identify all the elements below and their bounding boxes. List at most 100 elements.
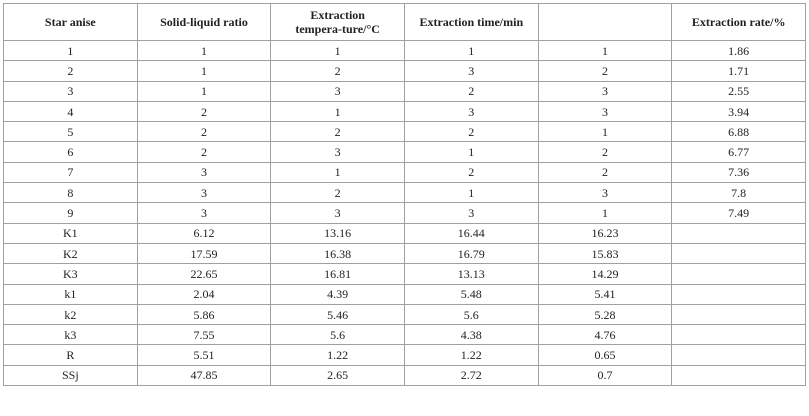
table-cell: 3	[537, 80, 673, 102]
table-cell	[671, 263, 806, 285]
header-cell: Extraction rate/%	[671, 3, 806, 41]
table-row: k2 5.86 5.46 5.6 5.28	[3, 303, 806, 326]
table-cell: 2	[270, 121, 405, 143]
table-cell: 1	[403, 182, 539, 204]
table-cell: 2	[403, 80, 539, 102]
table-cell: 5.28	[537, 303, 673, 326]
table-cell: 15.83	[537, 242, 673, 265]
table-cell: 8	[3, 182, 138, 204]
table-cell	[671, 222, 806, 244]
table-cell: 13.16	[270, 222, 405, 244]
table-cell: 2	[537, 60, 673, 82]
table-cell: 3	[136, 161, 272, 184]
table-row: SSj 47.85 2.65 2.72 0.7	[3, 364, 806, 387]
table-row: 1 1 1 1 1 1.86	[3, 39, 806, 62]
table-cell: 1.86	[671, 39, 806, 62]
header-cell: Star anise	[3, 3, 138, 41]
table-cell: 22.65	[136, 263, 272, 285]
table-cell: 4.76	[537, 324, 673, 346]
table-cell: 2	[136, 121, 272, 143]
table-cell: 5.6	[403, 303, 539, 326]
table-cell: 0.65	[537, 344, 673, 366]
table-cell: 5.41	[537, 283, 673, 305]
table-cell: 4.39	[270, 283, 405, 305]
table-cell: 5.46	[270, 303, 405, 326]
table-cell: 3	[537, 182, 673, 204]
table-cell: K3	[3, 263, 138, 285]
table-cell: 1	[270, 100, 405, 123]
table-cell: 2.55	[671, 80, 806, 102]
table-row: 3 1 3 2 3 2.55	[3, 80, 806, 102]
table-cell: 16.23	[537, 222, 673, 244]
table-cell: 2	[270, 60, 405, 82]
table-cell: 7.55	[136, 324, 272, 346]
header-cell	[537, 3, 673, 41]
table-cell: 16.44	[403, 222, 539, 244]
table-cell	[671, 324, 806, 346]
table-cell: 3	[270, 141, 405, 163]
table-cell: 4.38	[403, 324, 539, 346]
table-cell: 14.29	[537, 263, 673, 285]
table-cell: 3	[3, 80, 138, 102]
table-cell: 2	[136, 141, 272, 163]
table-cell: 47.85	[136, 364, 272, 387]
table-cell: 1.71	[671, 60, 806, 82]
table-cell: 7.36	[671, 161, 806, 184]
table-cell: 6.77	[671, 141, 806, 163]
table-cell: 1	[537, 39, 673, 62]
table-cell: 1	[270, 161, 405, 184]
table-cell	[671, 242, 806, 265]
table-cell: 3	[136, 182, 272, 204]
table-cell: 3	[136, 202, 272, 224]
table-cell: 1	[270, 39, 405, 62]
table-cell: 5.48	[403, 283, 539, 305]
data-table: Star anise Solid-liquid ratio Extraction t…	[3, 3, 806, 387]
table-cell: 13.13	[403, 263, 539, 285]
table-cell: 2.65	[270, 364, 405, 387]
table-cell: 1	[136, 39, 272, 62]
table-cell: 5.51	[136, 344, 272, 366]
table-row: K1 6.12 13.16 16.44 16.23	[3, 222, 806, 244]
table-row: K3 22.65 16.81 13.13 14.29	[3, 263, 806, 285]
table-row: 2 1 2 3 2 1.71	[3, 60, 806, 82]
table-cell: 16.38	[270, 242, 405, 265]
table-cell: 4	[3, 100, 138, 123]
table-cell: 2	[403, 161, 539, 184]
table-row: K2 17.59 16.38 16.79 15.83	[3, 242, 806, 265]
table-cell: 1	[537, 121, 673, 143]
table-row: 4 2 1 3 3 3.94	[3, 100, 806, 123]
table-cell: 9	[3, 202, 138, 224]
table-cell: 3	[270, 202, 405, 224]
header-cell: Extraction time/min	[403, 3, 539, 41]
header-cell: Solid-liquid ratio	[136, 3, 272, 41]
table-cell: 2.04	[136, 283, 272, 305]
header-cell: Extraction tempera-ture/°C	[270, 3, 405, 41]
table-cell: 3.94	[671, 100, 806, 123]
table-cell: k3	[3, 324, 138, 346]
table-cell: 1.22	[403, 344, 539, 366]
table-cell: 16.81	[270, 263, 405, 285]
table-cell: 2	[3, 60, 138, 82]
table-cell: 17.59	[136, 242, 272, 265]
table-row: 9 3 3 3 1 7.49	[3, 202, 806, 224]
table-row: k3 7.55 5.6 4.38 4.76	[3, 324, 806, 346]
table-cell: 5.86	[136, 303, 272, 326]
table-cell: R	[3, 344, 138, 366]
table-cell: 2	[403, 121, 539, 143]
header-row: Star anise Solid-liquid ratio Extraction t…	[3, 3, 806, 41]
table-cell: K2	[3, 242, 138, 265]
table-row: R 5.51 1.22 1.22 0.65	[3, 344, 806, 366]
table-cell: 1	[136, 60, 272, 82]
table-cell: 6	[3, 141, 138, 163]
table-cell: 6.88	[671, 121, 806, 143]
table-cell: 1	[403, 141, 539, 163]
table-cell: SSj	[3, 364, 138, 387]
table-cell: 5.6	[270, 324, 405, 346]
table-cell: 7.8	[671, 182, 806, 204]
table-row: 8 3 2 1 3 7.8	[3, 182, 806, 204]
table-cell	[671, 283, 806, 305]
table-cell: 1	[3, 39, 138, 62]
table-cell: 1	[136, 80, 272, 102]
table-row: 5 2 2 2 1 6.88	[3, 121, 806, 143]
